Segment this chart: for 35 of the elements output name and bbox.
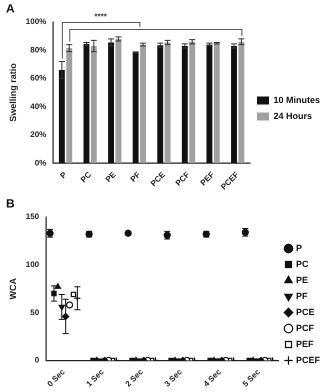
y-tick-label: 60%: [30, 74, 46, 83]
y-tick-label: 150: [26, 212, 40, 222]
x-tick-label: 0 Sec: [46, 367, 68, 389]
y-tick-label: 40%: [30, 102, 46, 111]
y-tick-label: 0: [34, 356, 40, 365]
x-tick-label: 1 Sec: [84, 367, 106, 389]
chart-title: A: [6, 1, 15, 16]
x-tick-label: PE: [104, 170, 118, 184]
chart-title: B: [6, 196, 15, 210]
text: ****: [94, 12, 108, 22]
y-axis-title: WCA: [8, 277, 18, 300]
y-tick-label: 100%: [26, 17, 46, 26]
legend-label: 24 Hours: [273, 110, 312, 121]
y-tick-label: 20%: [30, 130, 46, 140]
x-tick-label: 4 Sec: [202, 367, 224, 389]
legend-label: PE: [296, 274, 308, 285]
y-tick-label: 0%: [34, 158, 46, 168]
legend-label: P: [296, 242, 302, 253]
y-axis-title: Swelling ratio: [8, 62, 18, 122]
x-tick-label: 3 Sec: [162, 367, 184, 389]
legend-label: PF: [296, 290, 308, 301]
legend-label: PCF: [296, 322, 314, 333]
legend-label: PEF: [296, 338, 314, 349]
x-tick-label: 5 Sec: [240, 367, 262, 389]
x-tick-label: PF: [128, 170, 142, 184]
x-tick-label: PC: [78, 170, 94, 184]
y-tick-label: 100: [26, 260, 40, 270]
legend-label: PC: [296, 258, 309, 269]
legend-label: PCEF: [296, 354, 320, 365]
y-tick-label: 50: [30, 308, 40, 317]
y-tick-label: 80%: [30, 45, 46, 54]
x-tick-label: 2 Sec: [124, 367, 146, 389]
x-tick-label: P: [58, 170, 69, 180]
legend-label: PCE: [296, 306, 315, 317]
legend-label: 10 Minutes: [273, 94, 320, 105]
